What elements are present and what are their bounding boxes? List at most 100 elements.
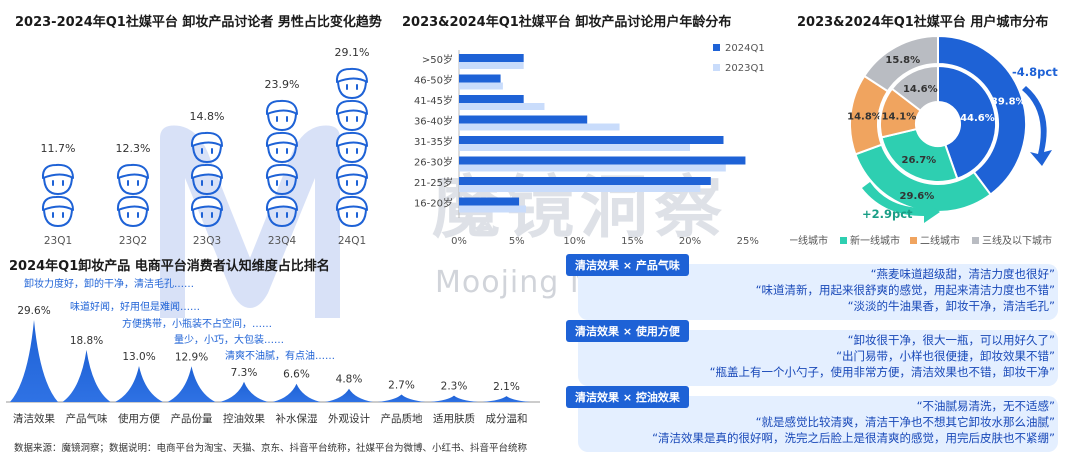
slice-label: 15.8% <box>885 55 920 66</box>
bar-2024q1 <box>459 197 520 206</box>
legend-label: 2023Q1 <box>725 63 765 74</box>
peak-mark <box>430 395 478 402</box>
perception-ranking-chart: 29.6% 清洁效果 18.8% 产品气味 13.0% 使用方便 12.9% 产品份量 7.3%… <box>6 305 540 425</box>
x-tick-label: 23Q1 <box>44 235 72 247</box>
x-tick-label: 补水保湿 <box>276 412 318 425</box>
peak-mark <box>167 366 216 402</box>
donut-slice-outer <box>937 34 1027 196</box>
quote-tag: 清洁效果 × 产品气味 <box>566 254 689 276</box>
city-distribution-title: 2023&2024年Q1社媒平台 用户城市分布 <box>797 15 1049 30</box>
male-face-icon <box>265 195 298 228</box>
data-label: 2.3% <box>441 381 468 393</box>
quote-line: “不油腻易清洗，无不适感” <box>916 399 1055 413</box>
bar-2024q1 <box>459 115 588 124</box>
male-face-icon <box>335 99 368 132</box>
quote-line: “出门易带，小样也很便捷，卸妆效果不错” <box>836 349 1055 363</box>
data-label: 2.1% <box>493 381 520 393</box>
bar-2023q1 <box>459 205 526 213</box>
x-tick-label: 产品质地 <box>381 412 423 425</box>
male-face-icon <box>41 195 74 228</box>
source-note: 数据来源：魔镜洞察；数据说明：电商平台为淘宝、天猫、京东、抖音平台统称，社媒平台… <box>14 443 528 454</box>
x-tick-label: 产品气味 <box>66 412 108 425</box>
legend-swatch <box>713 64 720 71</box>
y-tick-label: 31-35岁 <box>414 135 453 148</box>
change-label: -4.8pct <box>1012 65 1058 79</box>
x-tick-label: 24Q1 <box>338 235 366 247</box>
bar-2023q1 <box>459 123 620 131</box>
age-distribution-chart: 0% 5% 10% 15% 20% 25% >50岁 46-50岁 41-45岁 36-40岁 31… <box>414 43 765 247</box>
quote-line: “清洁效果是真的很好啊，洗完之后脸上是很清爽的感觉，用完后皮肤也不紧绷” <box>652 431 1055 445</box>
donut-slice-inner <box>880 127 959 183</box>
quote-line: “瓶盖上有一个小勺子，使用非常方便，清洁效果也不错，卸妆干净” <box>709 365 1055 379</box>
legend-label: 一线城市 <box>790 234 828 247</box>
y-tick-label: 16-20岁 <box>414 197 453 210</box>
annotation-convenience: 方便携带，小瓶装不占空间，…… <box>122 319 272 330</box>
peak-mark <box>325 388 373 402</box>
peak-mark <box>482 396 531 402</box>
bar-2023q1 <box>459 164 726 172</box>
quote-tag: 清洁效果 × 控油效果 <box>566 386 689 408</box>
trend-arrow-icon <box>1022 86 1052 166</box>
age-distribution-title: 2023&2024年Q1社媒平台 卸妆产品讨论用户年龄分布 <box>402 15 732 30</box>
x-tick-label: 23Q2 <box>119 235 147 247</box>
y-tick-label: 26-30岁 <box>414 156 453 169</box>
data-label: 11.7% <box>41 142 76 155</box>
annotation-cleaning: 卸妆力度好，卸的干净，清洁毛孔…… <box>24 279 194 290</box>
slice-label: 14.1% <box>882 112 917 123</box>
male-face-icon <box>116 163 149 196</box>
legend-label: 二线城市 <box>920 234 960 247</box>
male-face-icon <box>335 131 368 164</box>
data-label: 2.7% <box>388 380 415 392</box>
quote-line: “味道清新，用起来很舒爽的感觉，用起来清洁力度也不错” <box>755 283 1055 297</box>
bar-2024q1 <box>459 95 524 103</box>
x-tick-label: 5% <box>509 236 525 247</box>
x-tick-label: 23Q3 <box>193 235 221 247</box>
legend-swatch <box>840 237 847 244</box>
x-tick-label: 0% <box>451 236 467 247</box>
y-tick-label: 21-25岁 <box>414 176 453 189</box>
x-tick-label: 产品份量 <box>171 412 213 425</box>
male-face-icon <box>116 195 149 228</box>
slice-label: 29.6% <box>900 191 935 202</box>
y-tick-label: 46-50岁 <box>414 74 453 87</box>
x-tick-label: 10% <box>563 236 585 247</box>
data-label: 23.9% <box>265 78 300 91</box>
bar-2023q1 <box>459 62 524 69</box>
donut-slice-inner <box>937 64 997 180</box>
data-label: 6.6% <box>283 369 310 381</box>
male-face-icon <box>190 131 223 164</box>
x-tick-label: 成分温和 <box>486 413 528 425</box>
legend-label: 三线及以下城市 <box>982 234 1052 247</box>
slice-label: 26.7% <box>901 155 936 166</box>
x-tick-label: 23Q4 <box>268 235 297 247</box>
bar-2024q1 <box>459 177 711 185</box>
bar-2023q1 <box>459 144 690 151</box>
male-face-icon <box>265 99 298 132</box>
data-label: 29.1% <box>335 46 370 59</box>
bar-2023q1 <box>459 103 545 110</box>
legend-swatch <box>713 44 720 51</box>
quote-line: “卸妆很干净，很大一瓶，可以用好久了” <box>847 333 1055 347</box>
annotation-quantity: 量少，小巧，大包装…… <box>174 335 284 346</box>
y-tick-label: >50岁 <box>422 53 453 66</box>
male-trend-chart: 11.7% 23Q1 12.3% 23Q2 14.8% 23Q3 23.9% 23Q4 29.1… <box>41 46 370 247</box>
legend-swatch <box>972 237 979 244</box>
legend-label: 2024Q1 <box>725 43 765 54</box>
male-face-icon <box>265 131 298 164</box>
male-face-icon <box>335 163 368 196</box>
data-label: 18.8% <box>70 335 103 347</box>
x-tick-label: 外观设计 <box>328 412 370 425</box>
data-label: 14.8% <box>190 110 225 123</box>
donut-slice-inner <box>890 64 939 113</box>
annotation-oil-control: 清爽不油腻，有点油…… <box>225 351 335 362</box>
trend-arrow-icon <box>862 182 940 223</box>
bar-2024q1 <box>459 74 501 83</box>
x-tick-label: 20% <box>679 236 701 247</box>
x-tick-label: 使用方便 <box>118 412 160 425</box>
peak-mark <box>10 320 58 402</box>
quote-tag: 清洁效果 × 使用方便 <box>566 320 689 342</box>
data-label: 7.3% <box>231 367 258 379</box>
data-label: 4.8% <box>336 374 363 386</box>
annotation-smell: 味道好闻，好用但是难闻…… <box>70 302 200 313</box>
x-tick-label: 清洁效果 <box>13 412 55 425</box>
